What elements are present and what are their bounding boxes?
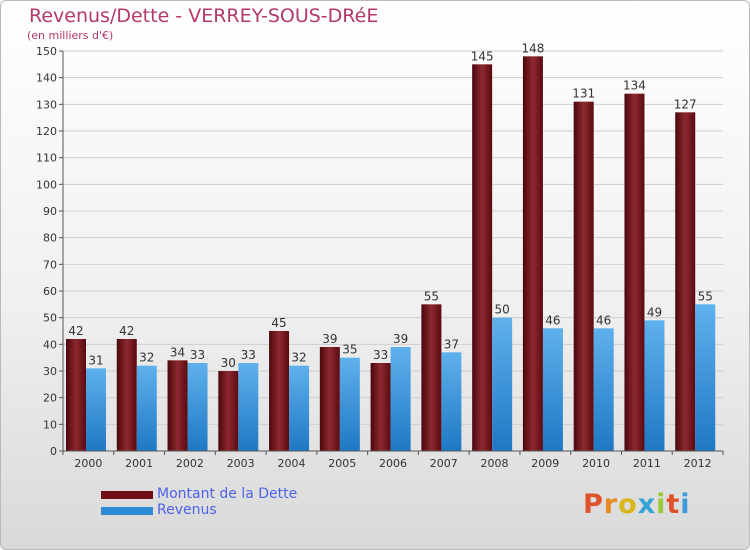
bar-revenus xyxy=(695,304,716,451)
data-label-dette: 148 xyxy=(521,41,544,55)
data-label-revenus: 46 xyxy=(596,313,611,327)
bar-revenus xyxy=(238,363,259,451)
y-tick-label: 130 xyxy=(36,98,57,111)
data-label-dette: 42 xyxy=(119,324,134,338)
data-label-dette: 33 xyxy=(373,348,388,362)
data-label-revenus: 35 xyxy=(342,343,357,357)
bar-revenus xyxy=(542,328,563,451)
bar-revenus xyxy=(289,365,310,451)
y-tick-label: 90 xyxy=(43,205,57,218)
data-label-dette: 34 xyxy=(170,345,185,359)
legend-swatch-revenus xyxy=(101,507,153,515)
data-label-dette: 30 xyxy=(221,356,236,370)
x-tick-label: 2003 xyxy=(227,457,255,470)
y-tick-label: 150 xyxy=(36,45,57,58)
y-tick-label: 110 xyxy=(36,152,57,165)
logo-letter: i xyxy=(656,489,667,520)
bar-dette xyxy=(472,64,493,452)
logo-letter: i xyxy=(680,489,691,520)
x-tick-label: 2005 xyxy=(328,457,356,470)
x-tick-label: 2011 xyxy=(633,457,661,470)
logo-letter: x xyxy=(637,489,657,520)
x-tick-label: 2008 xyxy=(481,457,509,470)
data-label-revenus: 39 xyxy=(393,332,408,346)
x-tick-label: 2012 xyxy=(684,457,712,470)
bar-revenus xyxy=(187,363,208,451)
data-label-revenus: 33 xyxy=(190,348,205,362)
bar-revenus xyxy=(339,357,360,451)
y-tick-label: 120 xyxy=(36,125,57,138)
bar-dette xyxy=(269,331,290,451)
data-label-revenus: 50 xyxy=(495,303,510,317)
y-tick-label: 50 xyxy=(43,312,57,325)
bar-revenus xyxy=(390,347,411,451)
logo-letter: P xyxy=(583,489,604,520)
x-tick-label: 2009 xyxy=(531,457,559,470)
data-label-revenus: 37 xyxy=(444,337,459,351)
x-tick-label: 2004 xyxy=(277,457,305,470)
bar-dette xyxy=(116,339,137,451)
bar-revenus xyxy=(86,368,106,451)
x-tick-label: 2007 xyxy=(430,457,458,470)
logo-letter: t xyxy=(666,489,681,520)
y-tick-label: 60 xyxy=(43,285,57,298)
x-tick-label: 2001 xyxy=(125,457,153,470)
chart-subtitle: (en milliers d'€) xyxy=(27,29,114,42)
x-tick-label: 2000 xyxy=(74,457,102,470)
bar-dette xyxy=(573,101,594,452)
bar-dette xyxy=(167,360,188,451)
data-label-dette: 145 xyxy=(471,49,494,63)
y-tick-label: 10 xyxy=(43,418,57,431)
data-label-dette: 127 xyxy=(674,97,697,111)
data-label-dette: 45 xyxy=(271,316,286,330)
bar-dette xyxy=(218,371,239,451)
bar-revenus xyxy=(441,352,462,451)
data-label-dette: 39 xyxy=(322,332,337,346)
y-tick-label: 40 xyxy=(43,338,57,351)
bar-dette xyxy=(624,93,645,452)
bar-dette xyxy=(319,347,340,451)
y-tick-label: 80 xyxy=(43,232,57,245)
bar-dette xyxy=(522,56,543,451)
proxiti-logo: Proxiti xyxy=(583,489,691,520)
logo-letter: o xyxy=(618,489,638,520)
data-label-dette: 42 xyxy=(68,324,83,338)
bar-dette xyxy=(421,304,442,451)
data-label-dette: 134 xyxy=(623,79,646,93)
y-tick-label: 140 xyxy=(36,72,57,85)
data-label-revenus: 46 xyxy=(545,313,560,327)
bar-revenus xyxy=(644,320,665,451)
data-label-dette: 55 xyxy=(424,289,439,303)
bar-revenus xyxy=(492,317,513,451)
x-tick-label: 2006 xyxy=(379,457,407,470)
y-tick-label: 0 xyxy=(50,445,57,458)
y-tick-label: 20 xyxy=(43,392,57,405)
y-tick-label: 30 xyxy=(43,365,57,378)
legend-label-revenus: Revenus xyxy=(157,502,217,518)
y-tick-label: 70 xyxy=(43,258,57,271)
data-label-revenus: 55 xyxy=(698,289,713,303)
bar-revenus xyxy=(136,365,157,451)
data-label-revenus: 33 xyxy=(241,348,256,362)
data-label-revenus: 49 xyxy=(647,305,662,319)
chart-title: Revenus/Dette - VERREY-SOUS-DRéE xyxy=(29,5,379,27)
bar-revenus xyxy=(593,328,614,451)
legend-swatch-dette xyxy=(101,491,153,499)
bar-dette xyxy=(370,363,391,451)
bar-dette xyxy=(675,112,696,451)
x-tick-label: 2002 xyxy=(176,457,204,470)
bar-dette xyxy=(66,339,86,451)
data-label-revenus: 32 xyxy=(291,351,306,365)
data-label-dette: 131 xyxy=(572,87,595,101)
x-tick-label: 2010 xyxy=(582,457,610,470)
data-label-revenus: 31 xyxy=(88,353,103,367)
logo-letter: r xyxy=(603,489,619,520)
data-label-revenus: 32 xyxy=(139,351,154,365)
y-tick-label: 100 xyxy=(36,178,57,191)
legend-label-dette: Montant de la Dette xyxy=(157,486,298,502)
